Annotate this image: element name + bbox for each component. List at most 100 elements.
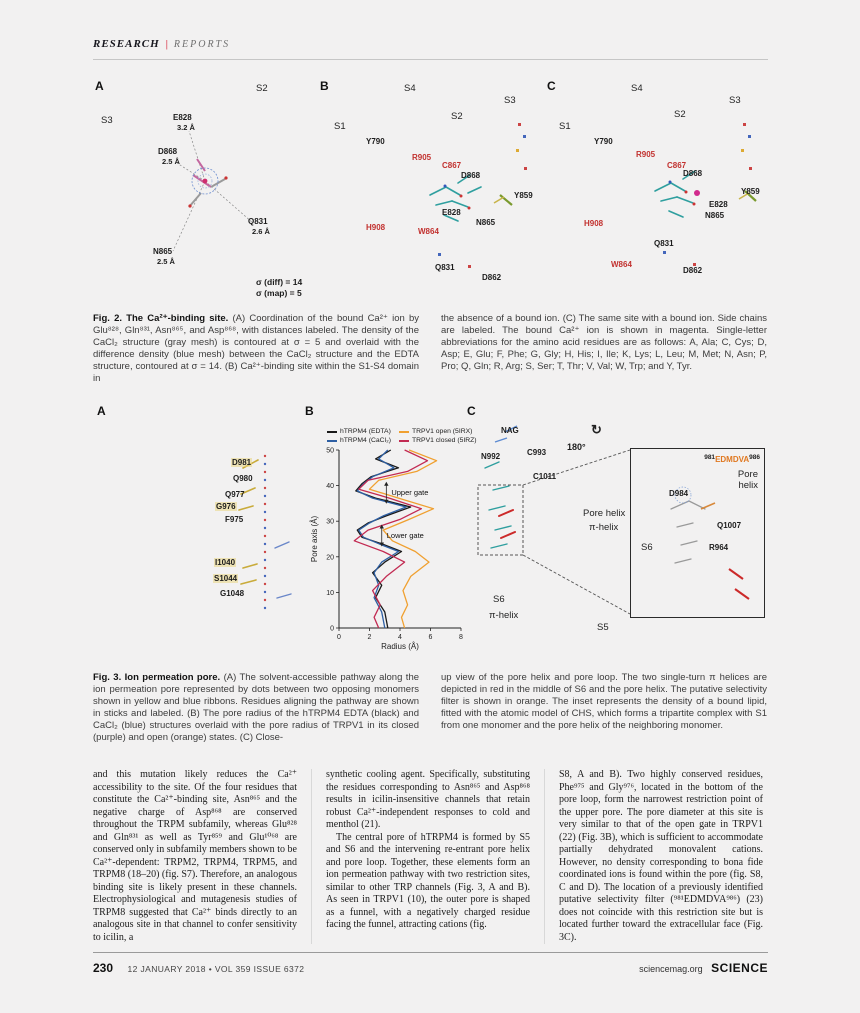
- helix-label-s5: S5: [597, 622, 609, 633]
- fig3-caption-left: Fig. 3. Ion permeation pore. (A) The sol…: [93, 672, 419, 744]
- legend-label: hTRPM4 (CaCl₂): [340, 437, 391, 444]
- svg-text:40: 40: [326, 483, 334, 490]
- selectivity-filter-post: 986: [749, 454, 760, 461]
- body-column-3: S8, A and B). Two highly conserved resid…: [544, 769, 763, 944]
- residue-label-d868: D868: [461, 171, 481, 180]
- legend-label: hTRPM4 (EDTA): [340, 428, 391, 435]
- fig3-panel-b-letter: B: [305, 404, 314, 418]
- rotate-icon: ↻: [591, 422, 602, 437]
- svg-text:10: 10: [326, 590, 334, 597]
- sigma-map-label: σ (map) = 5: [256, 288, 302, 298]
- residue-label-s1044: S1044: [213, 574, 239, 583]
- helix-label-s6: S6: [493, 594, 505, 605]
- selectivity-filter-seq: EDMDVA: [715, 455, 750, 464]
- pi-helix-lower-label: π-helix: [489, 610, 519, 621]
- legend-label: TRPV1 open (5IRX): [411, 428, 473, 435]
- residue-label-n865: N865: [153, 247, 173, 256]
- legend-swatch: [327, 430, 337, 433]
- helix-label-s1: S1: [559, 121, 571, 132]
- fig2-caption-right: the absence of a bound ion. (C) The same…: [441, 313, 767, 373]
- helix-label-s1: S1: [334, 121, 346, 132]
- fig2-caption-lead: Fig. 2. The Ca²⁺-binding site.: [93, 313, 229, 324]
- selectivity-filter-pre: 981: [704, 454, 716, 461]
- inset-helix-label-s6: S6: [641, 542, 653, 553]
- fig3a-structure-graphic: [238, 454, 292, 610]
- distance-label-n865: 2.5 Å: [157, 257, 175, 266]
- magazine-brand: SCIENCE: [711, 961, 768, 975]
- fig3-panel-c-letter: C: [467, 404, 476, 418]
- svg-text:Pore axis (Å): Pore axis (Å): [310, 516, 319, 563]
- footer-right: sciencemag.org SCIENCE: [639, 959, 768, 977]
- inset-helix-label: helix: [738, 480, 758, 491]
- helix-label-s3: S3: [729, 95, 741, 106]
- residue-label-y790: Y790: [594, 137, 613, 146]
- legend-item: TRPV1 open (5IRX): [398, 428, 477, 435]
- rotation-angle-label: 180°: [567, 442, 586, 452]
- helix-label-s2: S2: [451, 111, 463, 122]
- helix-label-s3: S3: [504, 95, 516, 106]
- residue-label-q980: Q980: [233, 474, 253, 483]
- fig2-caption: Fig. 2. The Ca²⁺-binding site. (A) Coord…: [93, 313, 768, 385]
- sigma-diff-label: σ (diff) = 14: [256, 277, 303, 287]
- svg-text:50: 50: [326, 448, 334, 455]
- residue-label-c1011: C1011: [533, 472, 557, 481]
- legend-label: TRPV1 closed (5IRZ): [411, 437, 477, 444]
- residue-label-e828: E828: [442, 208, 461, 217]
- svg-text:Lower gate: Lower gate: [387, 531, 424, 540]
- residue-label-h908: H908: [366, 223, 386, 232]
- svg-text:20: 20: [326, 554, 334, 561]
- figure-3: A D981 Q980 Q977 G976 F975 I1040 S1044 G…: [93, 398, 768, 666]
- helix-label-s4: S4: [404, 83, 416, 94]
- fig2c-structure-graphic: [654, 123, 757, 266]
- site-url: sciencemag.org: [639, 964, 703, 974]
- fig2-panel-b-letter: B: [320, 79, 329, 93]
- distance-label-q831: 2.6 Å: [252, 227, 270, 236]
- svg-text:Upper gate: Upper gate: [391, 488, 428, 497]
- footer-left: 230 12 JANUARY 2018 • VOL 359 ISSUE 6372: [93, 959, 304, 977]
- legend-item: hTRPM4 (CaCl₂): [327, 437, 391, 444]
- fig2-panel-a: A S2 S3 E828 3.2 Å D868 2.5 Å Q831 2.6 Å…: [93, 75, 311, 307]
- pi-helix-label: π-helix: [589, 522, 619, 533]
- fig3-caption-lead: Fig. 3. Ion permeation pore.: [93, 672, 221, 683]
- residue-label-d981: D981: [231, 458, 253, 467]
- ligand-label-nag: NAG: [501, 426, 519, 435]
- residue-label-c993: C993: [527, 448, 547, 457]
- legend-swatch: [327, 439, 337, 442]
- legend-item: TRPV1 closed (5IRZ): [398, 437, 477, 444]
- page-number: 230: [93, 961, 114, 975]
- residue-label-g1048: G1048: [220, 589, 245, 598]
- residue-label-q1007: Q1007: [717, 521, 742, 530]
- residue-label-y859: Y859: [741, 187, 760, 196]
- distance-label-d868: 2.5 Å: [162, 157, 180, 166]
- svg-text:2: 2: [368, 634, 372, 641]
- residue-label-r905: R905: [412, 153, 432, 162]
- legend-swatch: [398, 430, 409, 433]
- helix-label-s2: S2: [674, 109, 686, 120]
- residue-label-d984: D984: [669, 489, 689, 498]
- residue-label-r964: R964: [709, 543, 729, 552]
- residue-label-f975: F975: [225, 515, 244, 524]
- helix-label-s4: S4: [631, 83, 643, 94]
- page-footer: 230 12 JANUARY 2018 • VOL 359 ISSUE 6372…: [93, 952, 768, 977]
- residue-label-h908: H908: [584, 219, 604, 228]
- fig2b-structure-graphic: [429, 123, 527, 268]
- body-column-2: synthetic cooling agent. Specifically, s…: [311, 769, 530, 944]
- residue-label-w864: W864: [418, 227, 439, 236]
- residue-label-d862: D862: [482, 273, 502, 282]
- residue-label-n865: N865: [476, 218, 496, 227]
- svg-text:6: 6: [429, 634, 433, 641]
- inset-pore-label: Pore: [737, 469, 758, 480]
- fig3-caption: Fig. 3. Ion permeation pore. (A) The sol…: [93, 672, 768, 744]
- residue-label-q831: Q831: [248, 217, 268, 226]
- fig3-panel-a-letter: A: [97, 404, 106, 418]
- fig3-caption-left-text: (A) The solvent-accessible pathway along…: [93, 672, 420, 744]
- helix-label-s2: S2: [256, 83, 268, 94]
- body-paragraph: The central pore of hTRPM4 is formed by …: [326, 831, 530, 931]
- svg-text:0: 0: [330, 626, 334, 633]
- legend-item: hTRPM4 (EDTA): [327, 428, 391, 435]
- helix-label-s3: S3: [101, 115, 113, 126]
- fig2-panel-c-letter: C: [547, 79, 556, 93]
- chart-legend: hTRPM4 (EDTA) hTRPM4 (CaCl₂) TRPV1 open (5…: [327, 428, 477, 444]
- pore-helix-label: Pore helix: [583, 508, 626, 519]
